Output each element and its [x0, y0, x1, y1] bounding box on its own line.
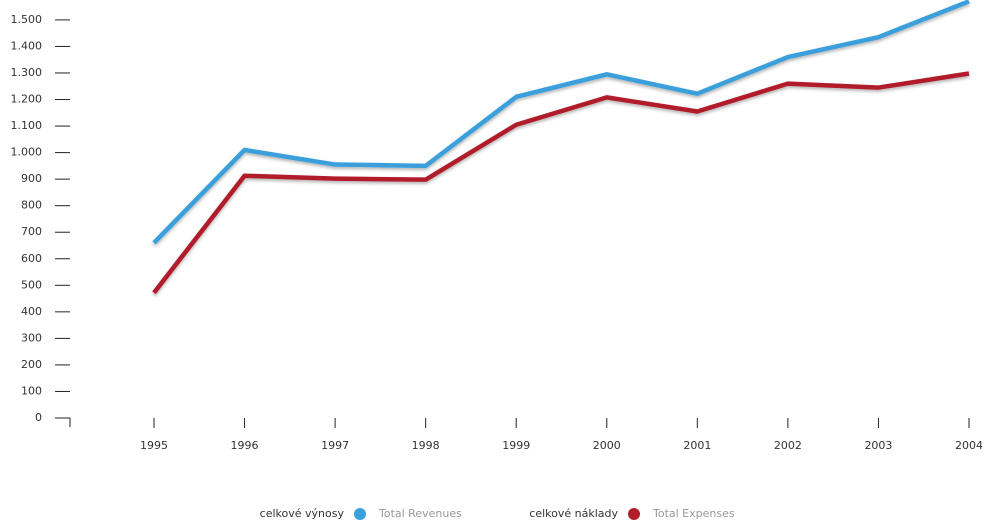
x-tick-label: 2002 [774, 439, 802, 452]
legend-swatch [628, 508, 640, 520]
y-tick-label: 1.400 [11, 39, 43, 52]
legend-swatch [354, 508, 366, 520]
y-tick-label: 300 [21, 331, 42, 344]
y-tick-label: 100 [21, 384, 42, 397]
y-tick-label: 1.100 [11, 119, 43, 132]
x-tick-label: 2003 [864, 439, 892, 452]
legend-label: Total Expenses [652, 507, 735, 520]
x-tick-label: 1999 [502, 439, 530, 452]
x-tick-label: 2000 [593, 439, 621, 452]
y-tick-label: 700 [21, 225, 42, 238]
x-tick-label: 2004 [955, 439, 983, 452]
x-tick-label: 1997 [321, 439, 349, 452]
x-tick-label: 1998 [412, 439, 440, 452]
y-tick-label: 900 [21, 172, 42, 185]
x-tick-label: 1995 [140, 439, 168, 452]
y-tick-label: 400 [21, 305, 42, 318]
series-line [152, 71, 970, 295]
y-tick-label: 800 [21, 199, 42, 212]
series-line [152, 0, 970, 245]
legend-label: Total Revenues [378, 507, 462, 520]
y-tick-label: 1.500 [11, 13, 43, 26]
y-tick-label: 1.200 [11, 93, 43, 106]
y-tick-label: 200 [21, 358, 42, 371]
x-tick-label: 2001 [683, 439, 711, 452]
x-tick-label: 1996 [231, 439, 259, 452]
legend-local-label: celkové náklady [529, 507, 618, 520]
y-tick-label: 1.000 [11, 146, 43, 159]
y-tick-label: 1.300 [11, 66, 43, 79]
y-tick-label: 600 [21, 252, 42, 265]
legend-local-label: celkové výnosy [260, 507, 345, 520]
y-tick-label: 0 [35, 411, 42, 424]
y-tick-label: 500 [21, 278, 42, 291]
